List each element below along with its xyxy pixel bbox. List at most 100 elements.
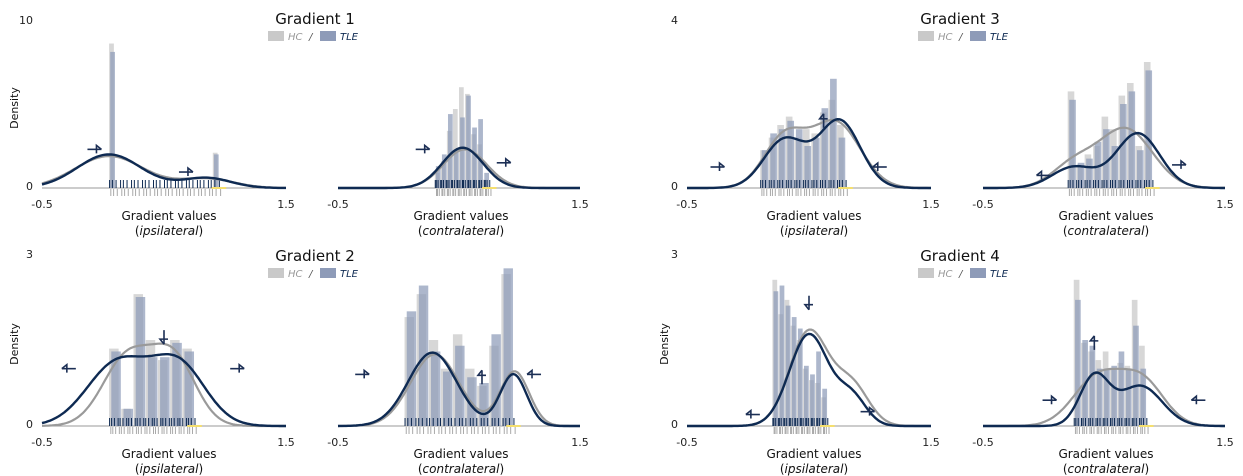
x-sublabel-part: ) <box>198 224 203 238</box>
x-axis-sublabel: (contralateral) <box>418 462 504 476</box>
x-tick-label-min: -0.5 <box>31 436 52 449</box>
panel-ipsilateral: -0.5 1.5 Gradient values(ipsilateral) <box>676 79 939 238</box>
y-axis-label: Density <box>658 323 671 365</box>
x-tick-label-min: -0.5 <box>676 198 697 211</box>
y-axis-label: Density <box>8 87 21 129</box>
x-tick-label-max: 1.5 <box>277 436 295 449</box>
panel-contralateral: -0.5 1.5 Gradient values(contralateral) <box>327 268 588 476</box>
x-axis-label: Gradient values <box>766 447 861 461</box>
y-tick-label-max: 3 <box>671 248 678 261</box>
tle-bar <box>796 129 803 188</box>
tle-bar <box>787 121 794 188</box>
x-sublabel-part: contralateral <box>423 224 501 238</box>
arrow-left <box>746 411 760 419</box>
x-axis-sublabel: (ipsilateral) <box>780 462 848 476</box>
x-sublabel-part: ) <box>499 224 504 238</box>
legend-label-hc: HC <box>288 32 303 43</box>
arrow-up <box>478 370 486 384</box>
tle-bar <box>431 351 440 426</box>
x-tick-label-min: -0.5 <box>327 198 348 211</box>
y-tick-label-0: 0 <box>671 180 678 193</box>
tle-bar <box>1090 346 1096 426</box>
chart-title: Gradient 1 <box>275 10 355 28</box>
arrow-right <box>355 370 369 378</box>
arrow-down <box>160 330 168 344</box>
panel-contralateral: -0.5 1.5 Gradient values(contralateral) <box>327 87 588 238</box>
tle-bar <box>472 128 477 188</box>
tle-bar <box>1075 300 1081 426</box>
x-axis-label: Gradient values <box>413 209 508 223</box>
x-tick-label-max: 1.5 <box>277 198 295 211</box>
tle-bar <box>448 114 453 188</box>
legend-label-tle: TLE <box>340 269 359 280</box>
tle-bar <box>804 366 809 426</box>
arrow-right <box>230 365 244 373</box>
legend-separator: / <box>308 269 314 280</box>
x-axis-label: Gradient values <box>121 209 216 223</box>
y-tick-label-0: 0 <box>671 418 678 431</box>
tle-bar <box>466 96 471 188</box>
x-axis-sublabel: (contralateral) <box>418 224 504 238</box>
x-tick-label-min: -0.5 <box>676 436 697 449</box>
tle-bar <box>1111 366 1117 426</box>
tle-bar <box>110 52 115 188</box>
tle-bar <box>1145 70 1152 188</box>
legend: HC / TLE <box>268 268 359 280</box>
legend: HC / TLE <box>918 268 1009 280</box>
x-tick-label-min: -0.5 <box>972 198 993 211</box>
legend-swatch-hc <box>918 31 934 41</box>
y-tick-label-max: 4 <box>671 14 678 27</box>
x-axis-label: Gradient values <box>121 447 216 461</box>
x-axis-sublabel: (contralateral) <box>1063 224 1149 238</box>
legend-swatch-tle <box>970 31 986 41</box>
legend-label-tle: TLE <box>990 32 1009 43</box>
arrow-right <box>711 163 725 171</box>
tle-bar <box>1126 369 1132 426</box>
legend-separator: / <box>958 269 964 280</box>
tle-bar <box>830 79 837 188</box>
legend-label-hc: HC <box>288 269 303 280</box>
x-sublabel-part: ipsilateral <box>785 462 845 476</box>
x-sublabel-part: ) <box>843 224 848 238</box>
arrow-right <box>1172 161 1186 169</box>
y-tick-label-0: 0 <box>26 180 33 193</box>
x-axis-sublabel: (ipsilateral) <box>135 462 203 476</box>
tle-bar <box>1129 91 1136 188</box>
y-tick-label-max: 10 <box>19 14 33 27</box>
legend-swatch-hc <box>268 31 284 41</box>
x-tick-label-max: 1.5 <box>1216 198 1234 211</box>
x-sublabel-part: contralateral <box>423 462 501 476</box>
x-tick-label-max: 1.5 <box>1216 436 1234 449</box>
chart-group-3: Gradient 3 HC / TLE 0 4 -0.5 1.5 Gradient values… <box>671 10 1234 238</box>
legend-label-tle: TLE <box>990 269 1009 280</box>
arrow-down <box>805 296 813 310</box>
tle-bar <box>491 334 500 426</box>
y-tick-label-0: 0 <box>26 418 33 431</box>
tle-bar <box>148 357 158 426</box>
x-sublabel-part: ipsilateral <box>785 224 845 238</box>
arrow-left <box>62 365 76 373</box>
chart-group-4: Gradient 4 HC / TLE Density 0 3 -0.5 1.5 Gradient… <box>658 247 1234 476</box>
tle-bar <box>1097 369 1103 426</box>
x-axis-label: Gradient values <box>766 209 861 223</box>
tle-bar <box>816 351 821 426</box>
x-tick-label-max: 1.5 <box>922 198 940 211</box>
x-axis-label: Gradient values <box>1058 447 1153 461</box>
legend-separator: / <box>958 32 964 43</box>
x-sublabel-part: ipsilateral <box>140 224 200 238</box>
panel-ipsilateral: -0.5 1.5 Gradient values(ipsilateral) <box>31 44 294 238</box>
tle-bar <box>780 286 785 426</box>
legend-separator: / <box>308 32 314 43</box>
x-sublabel-part: ) <box>198 462 203 476</box>
x-sublabel-part: ipsilateral <box>140 462 200 476</box>
chart-title: Gradient 3 <box>920 10 1000 28</box>
legend-swatch-hc <box>268 268 284 278</box>
legend-label-hc: HC <box>938 32 953 43</box>
legend-swatch-hc <box>918 268 934 278</box>
chart-group-1: Gradient 1HC / TLEDensity010-0.5 1.5Gradien… <box>8 10 589 238</box>
x-axis-sublabel: (contralateral) <box>1063 462 1149 476</box>
tle-bar <box>443 372 452 426</box>
tle-bar <box>160 357 170 426</box>
y-axis-label: Density <box>8 323 21 365</box>
